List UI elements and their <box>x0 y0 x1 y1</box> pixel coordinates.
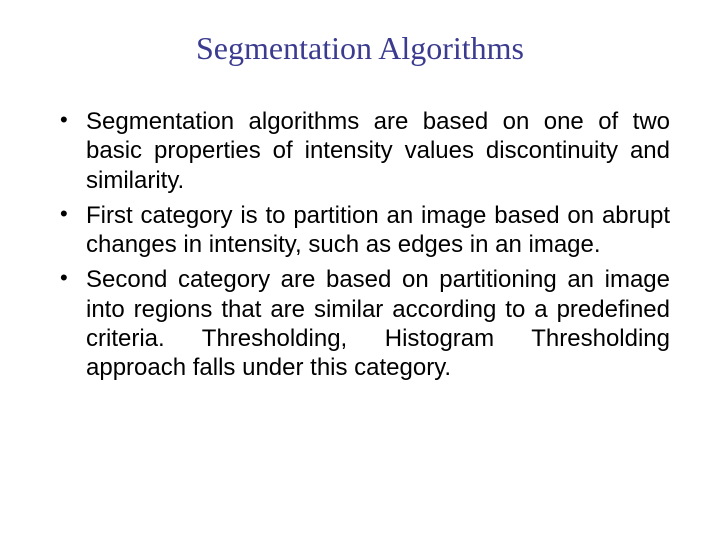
bullet-list: Segmentation algorithms are based on one… <box>50 107 670 382</box>
bullet-item: Segmentation algorithms are based on one… <box>50 107 670 195</box>
bullet-item: Second category are based on partitionin… <box>50 265 670 382</box>
slide: Segmentation Algorithms Segmentation alg… <box>0 0 720 540</box>
slide-title: Segmentation Algorithms <box>50 30 670 67</box>
bullet-item: First category is to partition an image … <box>50 201 670 260</box>
